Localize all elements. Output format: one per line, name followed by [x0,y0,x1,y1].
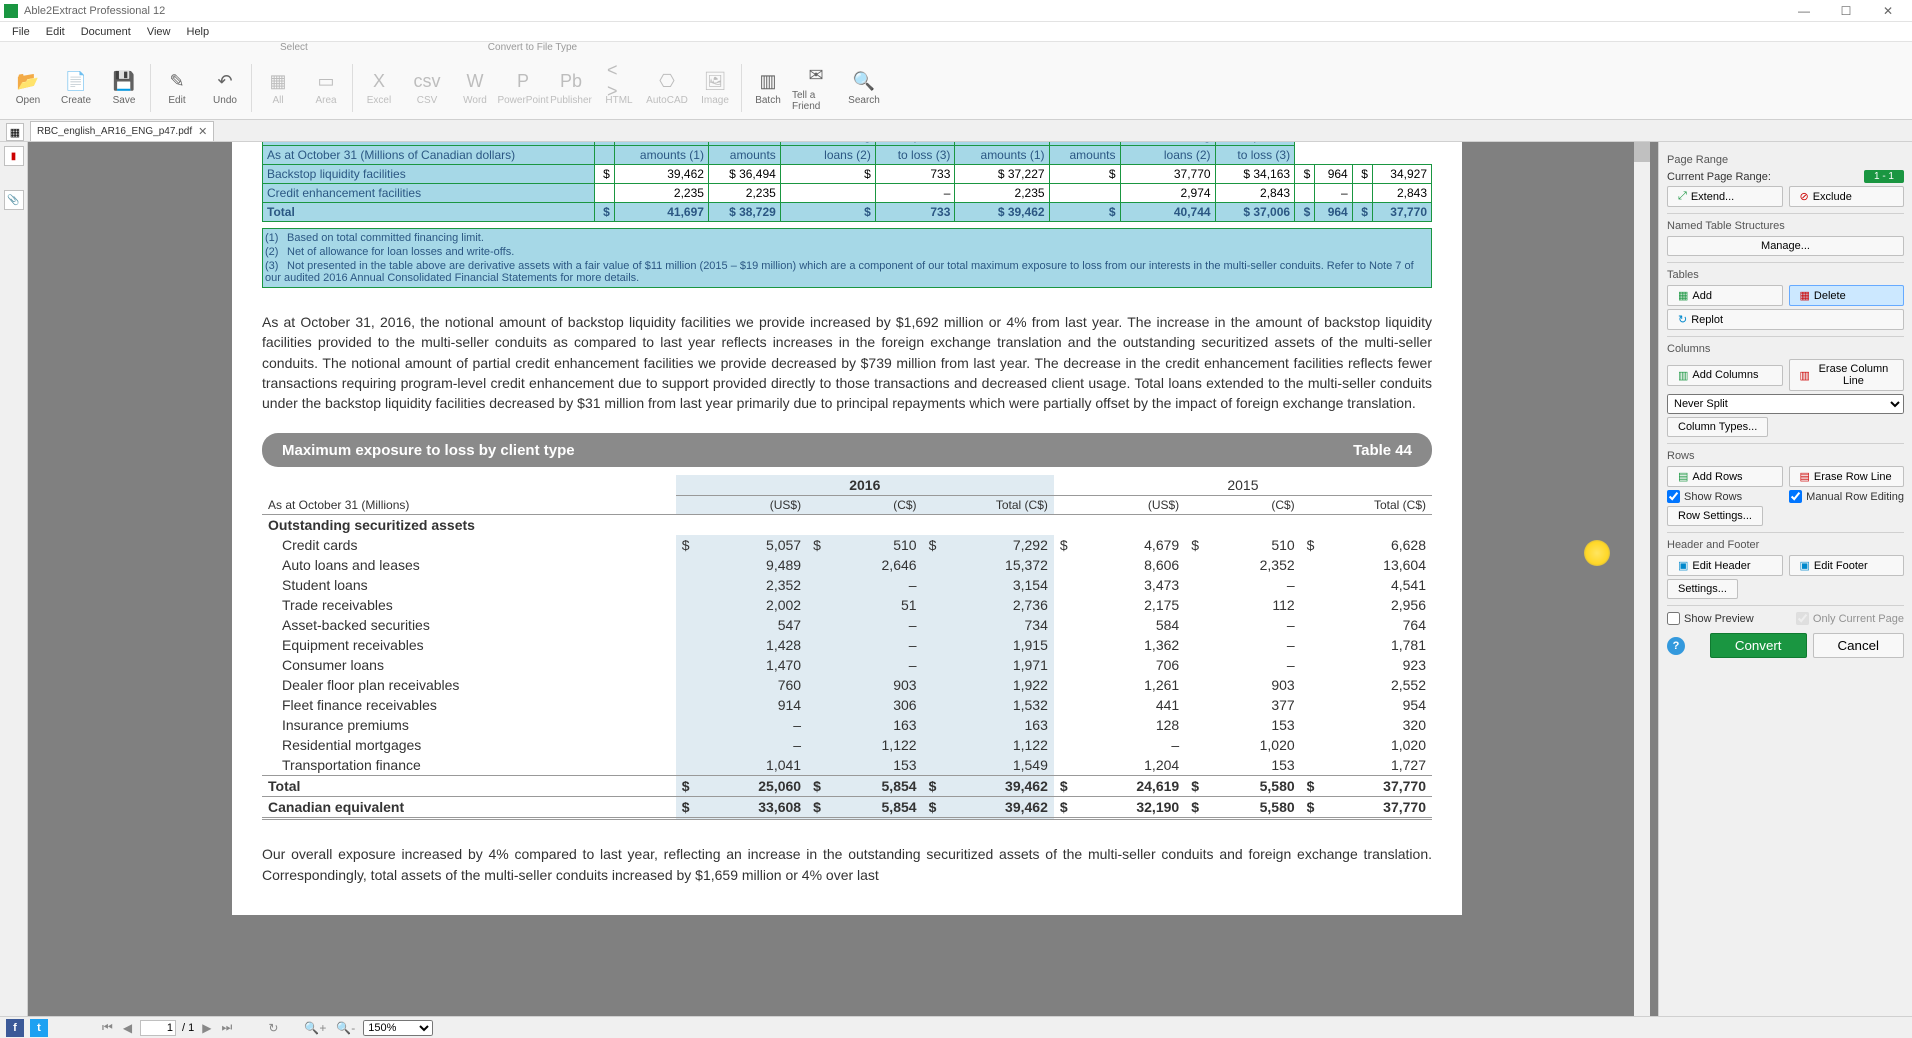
help-icon[interactable]: ? [1667,637,1685,655]
tool-csv: csvCSV [403,58,451,118]
manual-row-checkbox[interactable]: Manual Row Editing [1789,490,1904,503]
row-settings-button[interactable]: Row Settings... [1667,506,1763,526]
erase-column-button[interactable]: ▥Erase Column Line [1789,359,1905,391]
convert-button[interactable]: Convert [1710,633,1807,658]
tool-area: ▭Area [302,58,350,118]
section-header: Maximum exposure to loss by client type … [262,433,1432,467]
vertical-scrollbar[interactable] [1634,142,1650,1016]
section-table-number: Table 44 [1353,442,1412,459]
paragraph-1: As at October 31, 2016, the notional amo… [262,312,1432,413]
zoom-in-icon[interactable]: 🔍+ [302,1021,328,1035]
minimize-button[interactable]: — [1784,1,1824,21]
add-columns-button[interactable]: ▥Add Columns [1667,365,1783,386]
section-title: Maximum exposure to loss by client type [282,442,575,459]
extend-button[interactable]: ⤢Extend... [1667,186,1783,207]
settings-button[interactable]: Settings... [1667,579,1738,599]
menu-file[interactable]: File [4,24,38,40]
menu-help[interactable]: Help [179,24,218,40]
tool-html: < >HTML [595,58,643,118]
tool-edit[interactable]: ✎Edit [153,58,201,118]
document-area: committednotionalOutstandingexposurecomm… [28,142,1658,1016]
statusbar: f t ⏮ ◀ / 1 ▶ ⏭ ↻ 🔍+ 🔍- 150% [0,1016,1912,1038]
named-structures-title: Named Table Structures [1667,220,1904,232]
replot-button[interactable]: ↻Replot [1667,309,1904,330]
first-page-button[interactable]: ⏮ [100,1020,115,1035]
app-title: Able2Extract Professional 12 [24,5,165,17]
menu-edit[interactable]: Edit [38,24,73,40]
tool-save[interactable]: 💾Save [100,58,148,118]
titlebar: Able2Extract Professional 12 — ☐ ✕ [0,0,1912,22]
maximize-button[interactable]: ☐ [1826,1,1866,21]
select-section-label: Select [280,42,308,56]
column-types-button[interactable]: Column Types... [1667,417,1768,437]
prev-page-button[interactable]: ◀ [121,1021,134,1035]
tables-title: Tables [1667,269,1904,281]
page-range-title: Page Range [1667,154,1904,166]
rows-title: Rows [1667,450,1904,462]
add-rows-button[interactable]: ▤Add Rows [1667,466,1783,487]
toolbar-section-labels: Select Convert to File Type [0,42,1912,56]
next-page-button[interactable]: ▶ [200,1021,213,1035]
edit-header-button[interactable]: ▣Edit Header [1667,555,1783,576]
exposure-table: 20162015As at October 31 (Millions)(US$)… [262,475,1432,820]
zoom-out-icon[interactable]: 🔍- [334,1021,357,1035]
footnotes: (1)Based on total committed financing li… [262,228,1432,288]
cancel-button[interactable]: Cancel [1813,633,1905,658]
current-range-label: Current Page Range: [1667,171,1771,183]
tool-image: 🖼Image [691,58,739,118]
tool-search[interactable]: 🔍Search [840,58,888,118]
split-select[interactable]: Never Split [1667,394,1904,414]
only-current-checkbox[interactable]: Only Current Page [1796,612,1904,625]
show-preview-checkbox[interactable]: Show Preview [1667,612,1754,625]
paragraph-2: Our overall exposure increased by 4% com… [262,844,1432,885]
page-input[interactable] [140,1020,176,1036]
thumbnail-toggle-icon[interactable]: ▦ [6,123,24,141]
exclude-button[interactable]: ⊘Exclude [1789,186,1905,207]
tab-bar: ▦ RBC_english_AR16_ENG_p47.pdf ✕ [0,120,1912,142]
menu-document[interactable]: Document [73,24,139,40]
tool-tell-a-friend[interactable]: ✉Tell a Friend [792,58,840,118]
tool-word: WWord [451,58,499,118]
current-range-value: 1 - 1 [1864,170,1904,183]
page-total: / 1 [182,1022,194,1034]
tool-batch[interactable]: ▥Batch [744,58,792,118]
add-table-button[interactable]: ▦Add [1667,285,1783,306]
financing-table: committednotionalOutstandingexposurecomm… [262,142,1432,222]
facebook-icon[interactable]: f [6,1019,24,1037]
twitter-icon[interactable]: t [30,1019,48,1037]
attachment-icon[interactable]: 📎 [4,190,24,210]
tool-all: ▦All [254,58,302,118]
delete-table-button[interactable]: ▦Delete [1789,285,1905,306]
toolbar: 📂Open📄Create💾Save✎Edit↶Undo▦All▭AreaXExc… [0,56,1912,120]
show-rows-checkbox[interactable]: Show Rows [1667,490,1742,503]
document-tab[interactable]: RBC_english_AR16_ENG_p47.pdf ✕ [30,121,214,141]
tool-powerpoint: PPowerPoint [499,58,547,118]
cursor-highlight [1584,540,1610,566]
columns-title: Columns [1667,343,1904,355]
tool-open[interactable]: 📂Open [4,58,52,118]
bookmark-icon[interactable]: ▮ [4,146,24,166]
right-panel: Page Range Current Page Range: 1 - 1 ⤢Ex… [1658,142,1912,1016]
tool-autocad: ⎔AutoCAD [643,58,691,118]
header-footer-title: Header and Footer [1667,539,1904,551]
left-rail: ▮ 📎 [0,142,28,1016]
last-page-button[interactable]: ⏭ [220,1020,235,1035]
tab-close-icon[interactable]: ✕ [198,125,207,138]
zoom-select[interactable]: 150% [363,1020,433,1036]
menu-view[interactable]: View [139,24,179,40]
edit-footer-button[interactable]: ▣Edit Footer [1789,555,1905,576]
erase-row-button[interactable]: ▤Erase Row Line [1789,466,1905,487]
document-page: committednotionalOutstandingexposurecomm… [232,142,1462,915]
app-icon [4,4,18,18]
tool-undo[interactable]: ↶Undo [201,58,249,118]
tool-create[interactable]: 📄Create [52,58,100,118]
tool-excel: XExcel [355,58,403,118]
tool-publisher: PbPublisher [547,58,595,118]
menubar: FileEditDocumentViewHelp [0,22,1912,42]
rotate-icon[interactable]: ↻ [266,1021,280,1035]
manage-button[interactable]: Manage... [1667,236,1904,256]
convert-section-label: Convert to File Type [488,42,577,56]
tab-label: RBC_english_AR16_ENG_p47.pdf [37,126,192,137]
close-button[interactable]: ✕ [1868,1,1908,21]
